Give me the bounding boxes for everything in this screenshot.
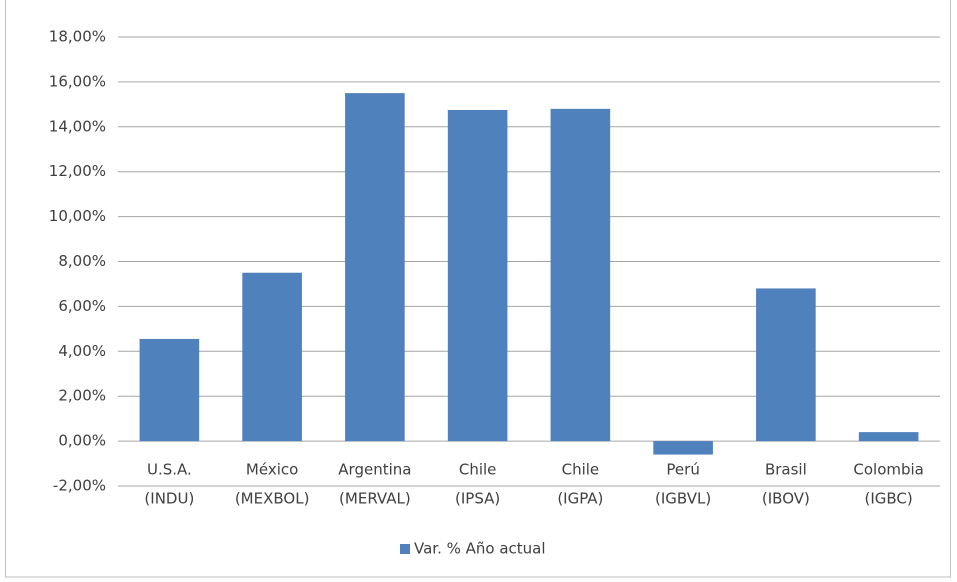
y-tick-label: 6,00%	[58, 297, 106, 315]
x-tick-label: Colombia	[853, 461, 924, 479]
x-tick-label: (IGBC)	[864, 490, 912, 508]
x-tick-label: (IBOV)	[762, 490, 810, 508]
y-tick-label: 8,00%	[58, 252, 106, 270]
y-tick-label: 10,00%	[49, 207, 106, 225]
x-tick-label: (IGBVL)	[655, 490, 711, 508]
y-tick-label: 16,00%	[49, 72, 106, 90]
x-tick-label: Chile	[562, 461, 600, 479]
bar	[550, 108, 611, 442]
x-tick-label: Chile	[459, 461, 497, 479]
x-tick-label: Brasil	[765, 461, 807, 479]
bar	[653, 441, 713, 455]
bar	[242, 272, 302, 442]
bar	[858, 432, 919, 442]
legend-label: Var. % Año actual	[414, 540, 546, 558]
legend-swatch	[400, 544, 410, 554]
y-tick-label: -2,00%	[53, 477, 106, 495]
y-tick-label: 18,00%	[49, 28, 106, 46]
x-tick-label: (MEXBOL)	[235, 490, 310, 508]
bar	[345, 93, 405, 442]
x-tick-label: Argentina	[338, 461, 411, 479]
y-tick-label: 12,00%	[49, 162, 106, 180]
x-tick-label: Perú	[666, 461, 699, 479]
x-tick-label: (IGPA)	[557, 490, 603, 508]
x-tick-label: México	[246, 461, 298, 479]
x-tick-label: (MERVAL)	[339, 490, 411, 508]
bar	[447, 109, 508, 442]
x-tick-label: U.S.A.	[147, 461, 192, 479]
y-tick-label: 0,00%	[58, 432, 106, 450]
y-tick-label: 4,00%	[58, 342, 106, 360]
y-tick-label: 2,00%	[58, 387, 106, 405]
x-tick-label: (IPSA)	[455, 490, 500, 508]
x-tick-label: (INDU)	[144, 490, 194, 508]
bar	[139, 338, 200, 442]
y-tick-label: 14,00%	[49, 117, 106, 135]
bar	[756, 288, 816, 442]
